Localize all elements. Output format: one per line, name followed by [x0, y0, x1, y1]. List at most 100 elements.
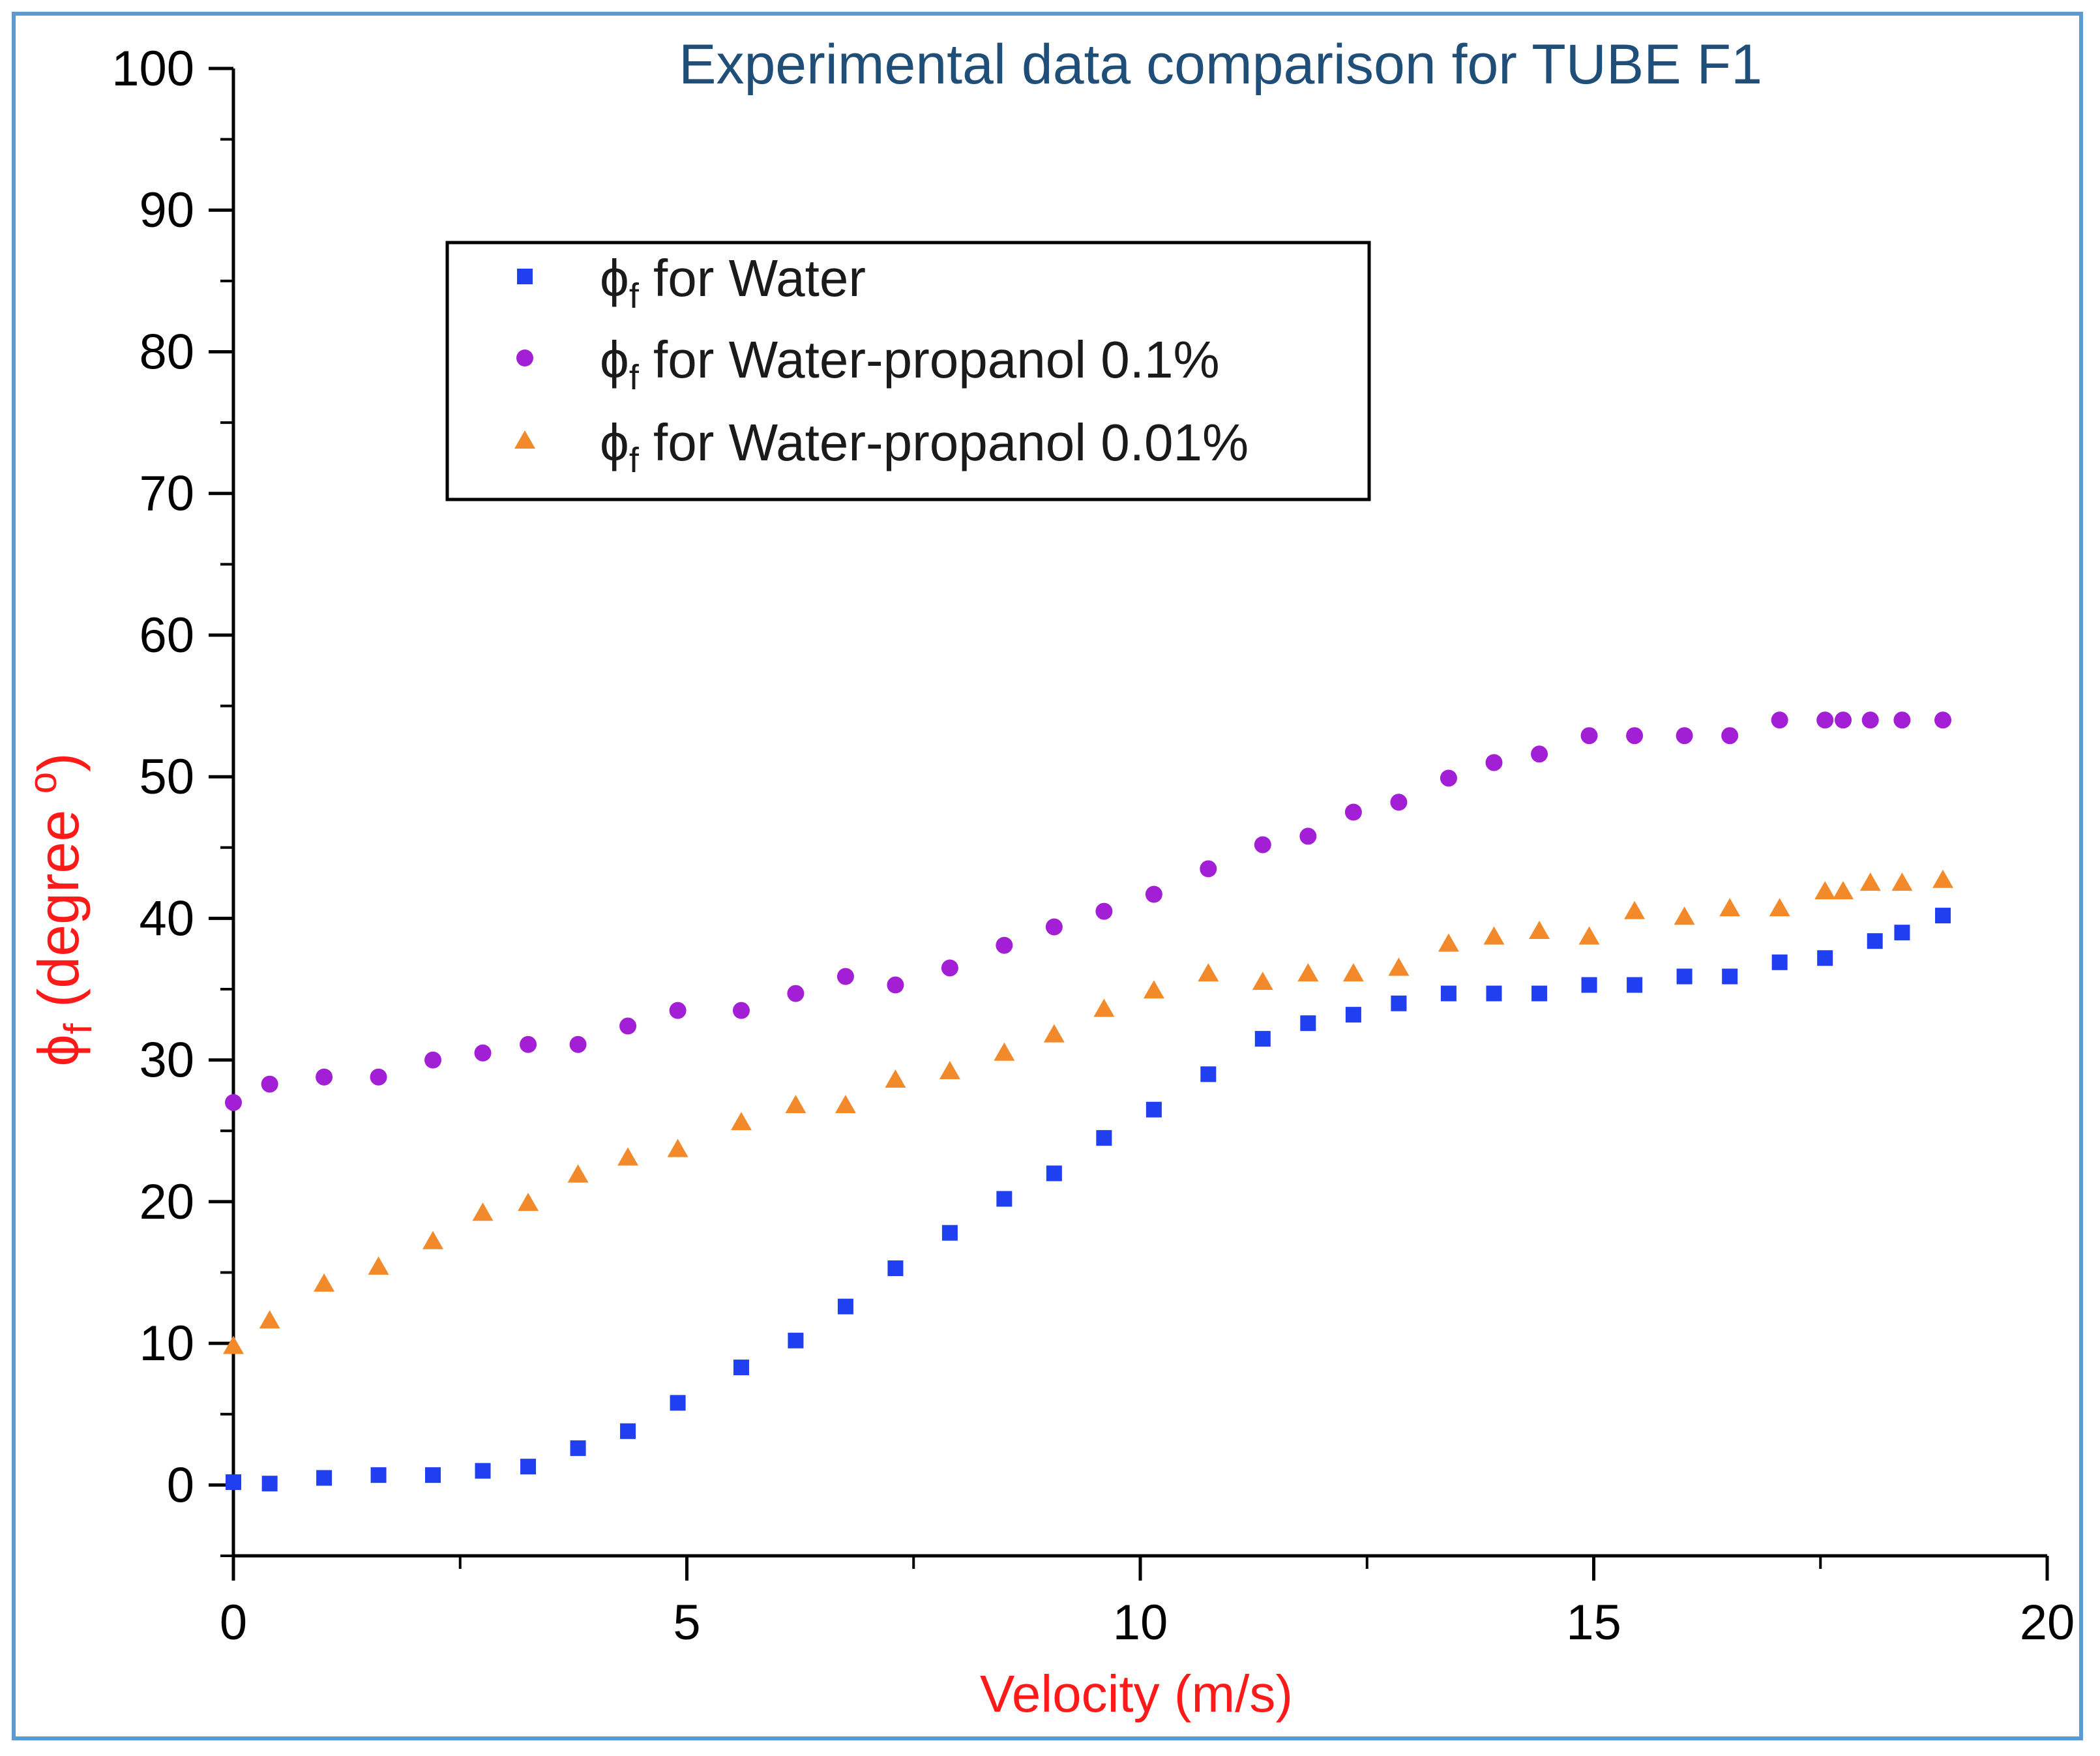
legend-text: for Water-propanol 0.1%	[639, 331, 1220, 389]
data-point	[1814, 881, 1836, 900]
x-tick-label: 0	[220, 1595, 247, 1650]
data-point	[1483, 926, 1505, 945]
y-tick-label: 0	[167, 1457, 194, 1513]
data-point	[885, 1069, 906, 1088]
data-point	[1297, 963, 1319, 982]
data-point	[520, 1459, 537, 1475]
data-point	[370, 1467, 387, 1483]
series-3	[223, 869, 1954, 1354]
data-point	[670, 1395, 686, 1411]
data-point	[939, 1061, 960, 1080]
y-label-subscript: f	[56, 1023, 100, 1034]
data-point	[1894, 925, 1910, 941]
data-point	[941, 1225, 958, 1241]
data-point	[787, 985, 805, 1002]
y-label-degree: o	[21, 772, 65, 794]
data-point	[1344, 803, 1362, 821]
data-point	[259, 1310, 280, 1329]
data-point	[1388, 957, 1410, 976]
legend-marker	[514, 430, 535, 449]
data-point	[669, 1002, 687, 1019]
data-point	[1143, 980, 1164, 999]
y-tick-label: 100	[111, 41, 194, 97]
legend-label: ϕf for Water	[600, 249, 866, 316]
series-1	[226, 908, 1951, 1492]
data-point	[1721, 727, 1739, 745]
data-point	[1198, 963, 1219, 982]
y-tick-label: 70	[139, 466, 194, 522]
data-point	[261, 1476, 278, 1492]
data-point	[1254, 836, 1271, 854]
legend-marker	[516, 350, 533, 366]
data-point	[785, 1095, 806, 1114]
data-point	[1486, 985, 1502, 1002]
series-2	[225, 711, 1952, 1111]
data-point	[1146, 1101, 1162, 1118]
data-point	[617, 1147, 639, 1166]
legend-box	[445, 241, 1371, 501]
y-tick-label: 20	[139, 1174, 194, 1230]
data-point	[520, 1035, 537, 1053]
data-point	[1342, 963, 1364, 982]
data-point	[314, 1273, 335, 1292]
data-point	[1531, 745, 1548, 763]
ticks: 0 10 20 30 40 50 60 70 80 90 100 0 5 10 15 20	[111, 41, 2075, 1650]
y-tick-label: 30	[139, 1033, 194, 1088]
data-point	[836, 968, 854, 985]
legend-subscript: f	[629, 276, 640, 316]
x-tick-label: 10	[1113, 1595, 1168, 1650]
data-point	[1145, 885, 1162, 903]
data-point	[316, 1470, 333, 1486]
data-point	[1935, 908, 1951, 924]
data-point	[261, 1075, 278, 1093]
data-point	[996, 1191, 1013, 1207]
data-point	[1299, 827, 1317, 845]
legend-symbol: ϕ	[600, 413, 629, 471]
data-point	[1934, 711, 1952, 729]
data-point	[732, 1002, 750, 1019]
data-point	[1771, 954, 1788, 970]
y-axis-label: ϕf (degree o)	[21, 753, 100, 1067]
data-point	[1200, 1066, 1217, 1082]
data-point	[1833, 881, 1854, 900]
data-point	[1817, 950, 1833, 966]
data-point	[570, 1440, 586, 1456]
data-point	[1440, 769, 1457, 787]
data-point	[994, 1042, 1015, 1061]
legend-label: ϕf for Water-propanol 0.01%	[600, 413, 1249, 480]
data-point	[475, 1463, 491, 1479]
data-point	[1095, 902, 1113, 920]
data-point	[1719, 898, 1741, 917]
data-point	[1046, 1165, 1062, 1182]
data-point	[1932, 869, 1954, 888]
y-label-close: )	[26, 753, 91, 772]
data-point	[1391, 995, 1407, 1011]
legend-symbol: ϕ	[600, 331, 629, 389]
data-point	[425, 1467, 441, 1483]
data-point	[619, 1017, 637, 1035]
legend-subscript: f	[629, 441, 640, 480]
data-point	[474, 1044, 492, 1062]
data-point	[1093, 998, 1115, 1017]
data-point	[1578, 926, 1600, 945]
data-point	[1043, 1024, 1065, 1043]
data-point	[368, 1256, 389, 1275]
data-point	[1626, 727, 1644, 745]
legend-label: ϕf for Water-propanol 0.1%	[600, 331, 1220, 397]
data-point	[1771, 711, 1788, 729]
x-tick-label: 20	[2020, 1595, 2075, 1650]
data-point	[1835, 711, 1852, 729]
data-point	[1624, 900, 1646, 919]
data-point	[1581, 977, 1597, 993]
legend-text: for Water-propanol 0.01%	[639, 413, 1249, 471]
data-point	[835, 1095, 856, 1114]
x-axis-label: Velocity (m/s)	[980, 1665, 1293, 1723]
data-point	[837, 1298, 853, 1315]
data-point	[424, 1051, 442, 1069]
data-point	[316, 1068, 333, 1086]
data-point	[1859, 872, 1881, 891]
data-point	[422, 1230, 444, 1249]
data-point	[1252, 972, 1273, 990]
